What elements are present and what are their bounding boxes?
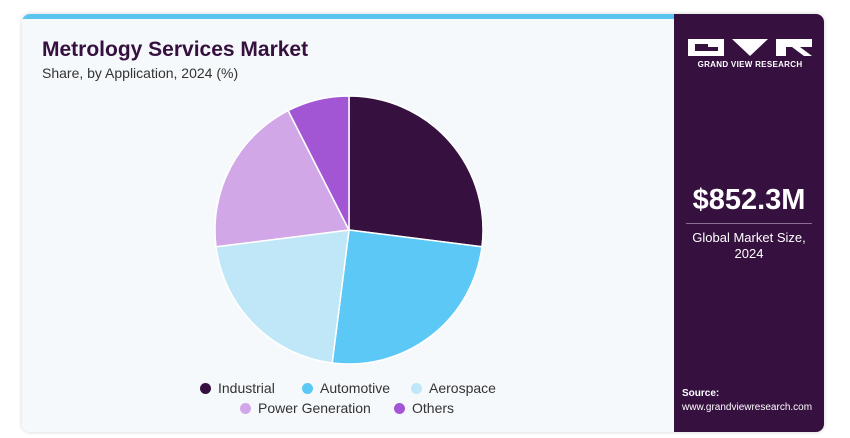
source-url: www.grandviewresearch.com <box>682 402 813 413</box>
brand-name: GRAND VIEW RESEARCH <box>697 60 803 69</box>
accent-bar <box>22 14 674 19</box>
legend-swatch-others <box>394 402 405 414</box>
legend-label-aerospace: Aerospace <box>429 380 496 396</box>
pie-slice-others <box>287 95 350 231</box>
legend-swatch-industrial <box>200 382 211 394</box>
legend-item-power-generation: Power Generation <box>240 400 371 416</box>
pie-chart <box>214 95 484 365</box>
pie-slice-industrial <box>348 95 484 248</box>
pie-slice-automotive <box>331 229 483 365</box>
legend-item-automotive: Automotive <box>302 380 390 396</box>
legend-item-others: Others <box>394 400 454 416</box>
legend-label-automotive: Automotive <box>320 380 391 396</box>
gvr-logo-icon: GRAND VIEW RESEARCH <box>688 36 812 69</box>
market-size-label-line2: 2024 <box>734 246 764 261</box>
market-size-label: Global Market Size, 2024 <box>674 230 824 262</box>
legend-swatch-automotive <box>302 382 313 394</box>
legend-label-power-generation: Power Generation <box>258 400 371 416</box>
legend-label-others: Others <box>412 400 455 416</box>
legend-item-industrial: Industrial <box>200 380 275 396</box>
source-label: Source: <box>682 388 720 399</box>
market-size-label-line1: Global Market Size, <box>692 230 806 245</box>
market-size-value: $852.3M <box>692 184 806 216</box>
pie-slice-aerospace <box>215 229 350 364</box>
logo-mark-icon <box>688 39 812 56</box>
chart-panel: Metrology Services Market Share, by Appl… <box>22 14 674 432</box>
legend-item-aerospace: Aerospace <box>411 380 496 396</box>
pie-slice-power-generation <box>214 109 351 248</box>
chart-subtitle: Share, by Application, 2024 (%) <box>42 65 239 81</box>
legend-swatch-aerospace <box>411 382 422 394</box>
divider <box>686 223 812 224</box>
legend-label-industrial: Industrial <box>218 380 275 396</box>
chart-title: Metrology Services Market <box>42 38 309 61</box>
info-sidebar: GRAND VIEW RESEARCH $852.3M Global Marke… <box>674 14 824 432</box>
legend-swatch-power-generation <box>240 402 251 414</box>
chart-card: Metrology Services Market Share, by Appl… <box>22 14 824 432</box>
